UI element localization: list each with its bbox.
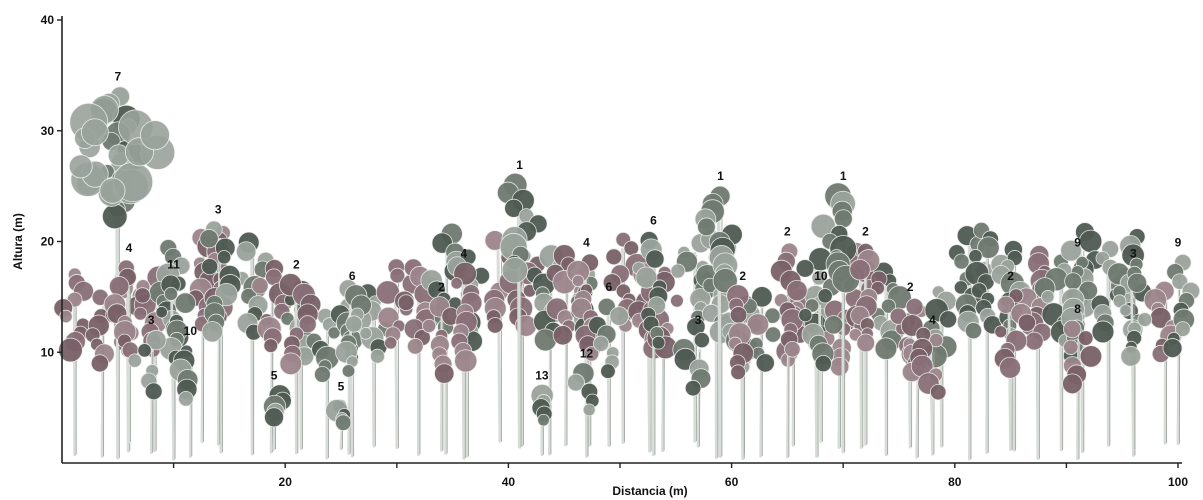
tree-species-label: 3: [215, 202, 222, 216]
tree-species-label: 3: [148, 313, 155, 327]
canopy-tree: [53, 267, 94, 457]
species-tree: [422, 296, 460, 452]
species-tree: [770, 242, 808, 459]
tree-species-label: 9: [1074, 236, 1081, 250]
x-tick-label: 100: [1168, 475, 1188, 489]
x-tick-label: 60: [725, 475, 739, 489]
y-ticks: 10 20 30 40: [41, 13, 62, 359]
species-tree: [496, 172, 548, 449]
species-tree: [168, 344, 199, 458]
species-tree: [993, 288, 1037, 452]
species-tree: [694, 185, 743, 458]
y-tick-label: 20: [41, 235, 55, 249]
species-tree: [325, 399, 352, 451]
tree-species-label: 6: [605, 280, 612, 294]
tree-species-label: 6: [650, 213, 657, 227]
emergent-tree-crown: [68, 95, 176, 207]
tree-species-label: 3: [695, 313, 702, 327]
species-tree: [588, 297, 629, 448]
tree-species-label: 7: [114, 69, 121, 83]
y-tick-label: 10: [41, 345, 55, 359]
tree-species-label: 11: [167, 258, 180, 272]
tree-species-label: 2: [784, 225, 791, 239]
species-tree: [726, 284, 770, 461]
tree-species-label: 2: [1007, 269, 1014, 283]
tree-layer: [53, 86, 1201, 461]
tree-species-label: 12: [580, 346, 594, 360]
tree-species-label: 3: [1130, 247, 1137, 261]
species-tree: [810, 182, 861, 454]
x-ticks: 20 40 60 80 100: [172, 463, 1188, 489]
tree-species-label: 2: [438, 280, 445, 294]
tree-species-label: 1: [516, 158, 523, 172]
tree-species-label: 2: [293, 258, 300, 272]
tree-species-label: 2: [739, 269, 746, 283]
species-tree: [127, 329, 167, 455]
species-tree: [263, 384, 292, 451]
species-tree: [849, 242, 888, 446]
tree-species-label: 2: [907, 280, 914, 294]
tree-species-label: 10: [814, 269, 828, 283]
tree-species-label: 1: [717, 169, 724, 183]
species-tree: [199, 220, 242, 446]
species-tree: [909, 332, 947, 456]
species-tree: [450, 261, 483, 460]
tree-species-label: 1: [840, 169, 847, 183]
species-tree: [566, 362, 600, 458]
tree-species-label: 5: [338, 380, 345, 394]
tree-species-label: 8: [1074, 302, 1081, 316]
tree-species-label: 4: [929, 313, 936, 327]
species-tree: [672, 332, 712, 448]
species-tree: [278, 273, 322, 455]
species-tree: [103, 259, 151, 444]
tree-species-label: 6: [349, 269, 356, 283]
species-tree: [632, 231, 669, 457]
tree-species-label: 4: [460, 247, 467, 261]
tree-species-label: 9: [1175, 236, 1182, 250]
species-tree: [798, 288, 844, 443]
species-tree: [1062, 319, 1103, 451]
x-axis-title: Distancia (m): [612, 484, 687, 498]
y-tick-label: 30: [41, 124, 55, 138]
tree-species-label: 13: [535, 368, 549, 382]
axes: 10 20 30 40 20 40 60 80 100 Altura (m) Distanci…: [11, 13, 1188, 498]
species-tree: [1162, 253, 1201, 446]
y-tick-label: 40: [41, 13, 55, 27]
tree-species-label: 2: [862, 225, 869, 239]
x-tick-label: 80: [948, 475, 962, 489]
species-tree: [335, 284, 373, 458]
x-tick-label: 20: [279, 475, 293, 489]
species-tree: [530, 383, 554, 457]
tree-species-label: 5: [271, 368, 278, 382]
tree-species-label: 4: [583, 236, 590, 250]
x-tick-label: 40: [502, 475, 516, 489]
tree-species-label: 10: [184, 324, 198, 338]
tree-species-label: 4: [126, 241, 133, 255]
canopy-tree: [1015, 245, 1054, 461]
species-tree: [1112, 265, 1153, 451]
y-axis-title: Altura (m): [11, 213, 25, 270]
